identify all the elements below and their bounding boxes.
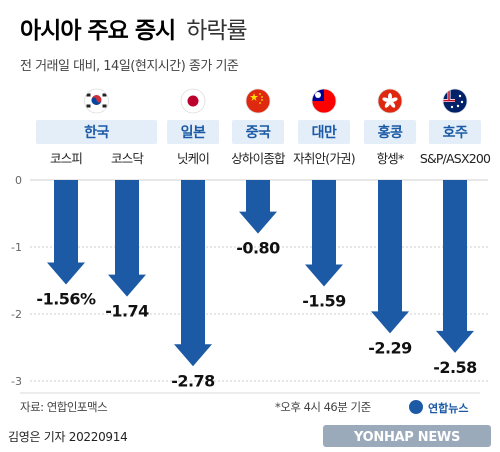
y-tick-label: -2 [11, 308, 22, 321]
index-name-label: 자취안(가권) [293, 151, 355, 166]
flags [84, 88, 468, 114]
index-name-label: 상하이종합 [231, 151, 286, 166]
time-note: *오후 4시 46분 기준 [275, 400, 371, 414]
china-flag-icon [245, 88, 271, 114]
data-labels: -1.56% -1.74 -2.78 -0.80 -1.59 -2.29 -2.58 [36, 239, 477, 391]
value-label: -1.56% [36, 290, 96, 309]
value-label: -1.59 [302, 292, 346, 311]
taiwan-flag-icon [311, 88, 337, 114]
subtitle: 전 거래일 대비, 14일(현지시간) 종가 기준 [20, 59, 239, 74]
logo-kr: 연합뉴스 [428, 401, 468, 415]
country-labels: 한국 일본 중국 대만 홍콩 호주 [84, 124, 468, 141]
yonhap-logo-icon [409, 400, 423, 414]
value-label: -0.80 [236, 239, 280, 258]
index-name-label: 코스피 [50, 151, 82, 166]
australia-flag-icon [442, 88, 468, 114]
bar-arrow [47, 180, 85, 285]
page-title: 아시아 주요 증시 하락률 [20, 18, 247, 44]
yonhap-logo: 연합뉴스 YONHAP NEWS [323, 400, 491, 447]
bar-arrow [436, 180, 474, 353]
country-label: 중국 [246, 125, 271, 141]
country-label: 일본 [181, 125, 206, 141]
bar-arrow [174, 180, 212, 367]
y-tick-label: -1 [11, 241, 22, 254]
value-label: -2.58 [433, 358, 477, 377]
country-band [429, 120, 481, 144]
index-name-label: 항셍* [377, 151, 404, 166]
bar-arrow [108, 180, 146, 297]
country-band [364, 120, 416, 144]
bar-arrow [305, 180, 343, 287]
source-note: 자료: 연합인포맥스 [20, 400, 107, 414]
index-names: 코스피 코스닥 닛케이 상하이종합 자취안(가권) 항셍* S&P/ASX200 [50, 151, 492, 166]
y-tick-label: 0 [15, 174, 22, 187]
index-name-label: S&P/ASX200 [420, 151, 491, 166]
country-band [298, 120, 350, 144]
country-band [36, 120, 157, 144]
bars [47, 180, 474, 367]
country-bands [36, 120, 481, 144]
logo-en-bg [323, 425, 491, 447]
value-label: -2.29 [368, 338, 412, 357]
bar-arrow [371, 180, 409, 334]
japan-flag-icon [180, 88, 206, 114]
index-name-label: 닛케이 [177, 151, 209, 166]
bar-arrow [239, 180, 277, 234]
byline: 김영은 기자 20220914 [8, 430, 127, 444]
country-band [232, 120, 284, 144]
country-label: 대만 [312, 125, 337, 141]
country-label: 호주 [443, 125, 468, 141]
country-label: 홍콩 [378, 124, 403, 141]
y-tick-labels: 0 -1 -2 -3 [11, 174, 22, 388]
value-label: -2.78 [171, 371, 215, 390]
y-tick-label: -3 [11, 375, 22, 388]
index-name-label: 코스닥 [111, 151, 144, 166]
country-band [167, 120, 219, 144]
hongkong-flag-icon [377, 88, 403, 114]
title-light: 하락률 [186, 18, 246, 44]
title-bold: 아시아 주요 증시 [20, 18, 175, 44]
country-label: 한국 [84, 125, 109, 141]
korea-flag-icon [84, 88, 109, 114]
logo-en: YONHAP NEWS [353, 430, 460, 445]
value-label: -1.74 [105, 302, 149, 321]
